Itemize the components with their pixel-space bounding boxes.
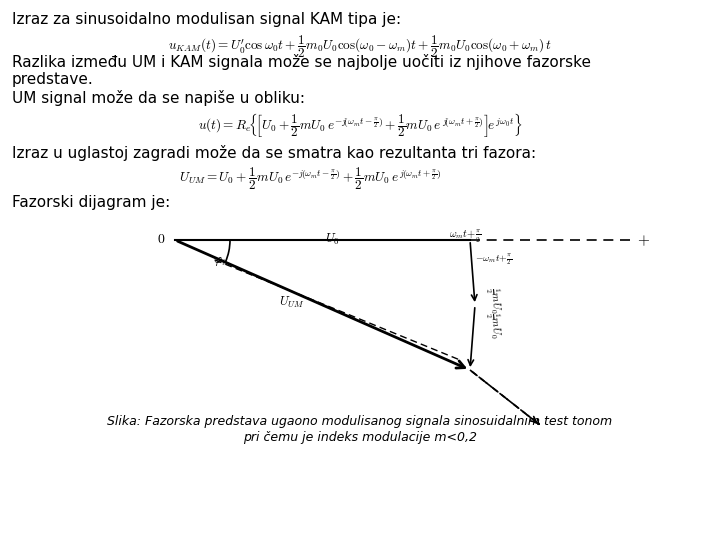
- Text: $U_{UM}$: $U_{UM}$: [279, 295, 305, 310]
- Text: $U_0$: $U_0$: [325, 232, 340, 247]
- Text: $U_{UM}=U_0+\dfrac{1}{2}mU_0\,e^{-j\!\left(\omega_m t-\frac{\pi}{2}\right)}+\dfr: $U_{UM}=U_0+\dfrac{1}{2}mU_0\,e^{-j\!\le…: [179, 166, 441, 192]
- Text: predstave.: predstave.: [12, 72, 94, 87]
- Text: $u_{KAM}(t) = U_0^{\prime}\cos\omega_0 t+\dfrac{1}{2}m_0U_0\cos(\omega_0-\omega_: $u_{KAM}(t) = U_0^{\prime}\cos\omega_0 t…: [168, 34, 552, 60]
- Text: $-\omega_m t\!+\!\frac{\pi}{2}$: $-\omega_m t\!+\!\frac{\pi}{2}$: [475, 252, 513, 267]
- Text: Slika: Fazorska predstava ugaono modulisanog signala sinosuidalnim test tonom: Slika: Fazorska predstava ugaono modulis…: [107, 415, 613, 428]
- Text: UM signal može da se napiše u obliku:: UM signal može da se napiše u obliku:: [12, 90, 305, 106]
- Text: Razlika između UM i KAM signala može se najbolje uočiti iz njihove fazorske: Razlika između UM i KAM signala može se …: [12, 54, 591, 70]
- Text: Izraz u uglastoj zagradi može da se smatra kao rezultanta tri fazora:: Izraz u uglastoj zagradi može da se smat…: [12, 145, 536, 161]
- Text: $u(t) = R_e\!\left\{\!\left[U_0+\dfrac{1}{2}mU_0\,e^{-j\!\left(\omega_m t-\frac{: $u(t) = R_e\!\left\{\!\left[U_0+\dfrac{1…: [198, 112, 522, 139]
- Text: Izraz za sinusoidalno modulisan signal KAM tipa je:: Izraz za sinusoidalno modulisan signal K…: [12, 12, 401, 27]
- Text: $\varphi_i$: $\varphi_i$: [212, 255, 225, 268]
- Text: Fazorski dijagram je:: Fazorski dijagram je:: [12, 195, 170, 210]
- Text: $0$: $0$: [157, 232, 165, 246]
- Text: $\omega_m t\!+\!\frac{\pi}{2}$: $\omega_m t\!+\!\frac{\pi}{2}$: [449, 228, 481, 245]
- Text: $+$: $+$: [637, 233, 650, 247]
- Text: $\frac{1}{2}mU_0$: $\frac{1}{2}mU_0$: [483, 311, 504, 339]
- Text: pri čemu je indeks modulacije m<0,2: pri čemu je indeks modulacije m<0,2: [243, 431, 477, 444]
- Text: $\frac{1}{2}mU_0$: $\frac{1}{2}mU_0$: [483, 286, 504, 314]
